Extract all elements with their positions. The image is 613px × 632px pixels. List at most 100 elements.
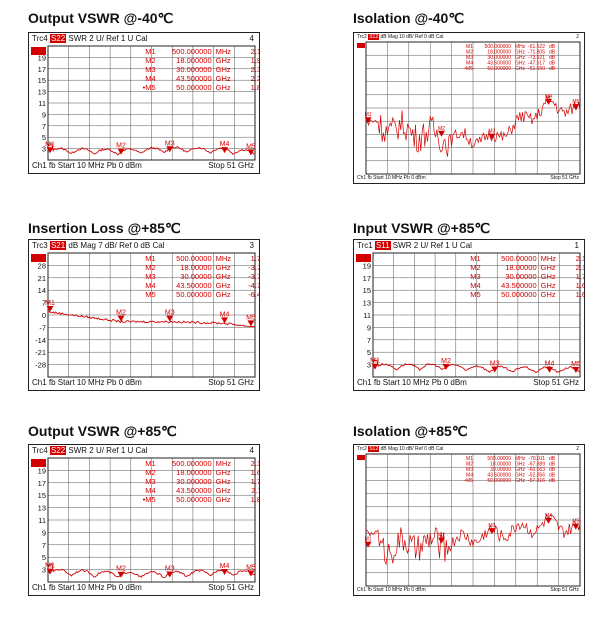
sweep-footer: Ch1 fb Start 10 MHz Pb 0 dBm Stop 51 GHz bbox=[357, 175, 581, 182]
marker-readout-vu: dB bbox=[549, 456, 556, 462]
marker-triangle[interactable] bbox=[46, 305, 54, 312]
marker-triangle[interactable] bbox=[221, 569, 229, 576]
sweep-footer: Ch1 fb Start 10 MHz Pb 0 dBm Stop 51 GHz bbox=[357, 587, 581, 594]
marker-triangle[interactable] bbox=[371, 363, 379, 370]
marker-readout-unit: GHz bbox=[216, 281, 231, 290]
marker-triangle[interactable] bbox=[117, 315, 125, 322]
marker-readout-freq: 43.500000 bbox=[487, 473, 511, 479]
marker-readout-freq: 43.500000 bbox=[501, 281, 536, 290]
y-tick-label: -7 bbox=[39, 323, 46, 332]
sweep-start: Ch1 fb Start 10 MHz Pb 0 dBm bbox=[32, 583, 142, 592]
marker-readout-unit: GHz bbox=[515, 467, 526, 473]
marker-triangle[interactable] bbox=[221, 147, 229, 154]
marker-triangle[interactable] bbox=[572, 523, 580, 530]
marker-triangle[interactable] bbox=[491, 366, 499, 373]
marker-triangle[interactable] bbox=[488, 133, 496, 140]
marker-readout-unit: GHz bbox=[216, 495, 231, 504]
marker-triangle[interactable] bbox=[247, 149, 255, 156]
grid bbox=[365, 453, 581, 587]
trace-line bbox=[47, 143, 256, 156]
sweep-start: Ch1 fb Start 10 MHz Pb 0 dBm bbox=[32, 378, 142, 387]
marker-triangle[interactable] bbox=[364, 541, 372, 548]
marker-readout-val: -6.4225 bbox=[248, 290, 259, 299]
marker-readout-freq: 18.000000 bbox=[176, 468, 211, 477]
grid bbox=[47, 252, 256, 378]
marker-triangle[interactable] bbox=[166, 146, 174, 153]
reference-marker bbox=[31, 459, 46, 467]
marker-triangle[interactable] bbox=[247, 570, 255, 577]
marker-readout-freq: 50.000000 bbox=[176, 83, 211, 92]
marker-readout-val: -3.7750 bbox=[248, 272, 259, 281]
marker-triangle[interactable] bbox=[572, 104, 580, 111]
marker-readout-vu: dB bbox=[549, 50, 556, 56]
marker-triangle[interactable] bbox=[247, 320, 255, 327]
channel-number: 4 bbox=[249, 446, 254, 455]
marker-triangle[interactable] bbox=[545, 98, 553, 105]
trace-line bbox=[47, 562, 256, 579]
y-tick-label: 17 bbox=[38, 479, 46, 488]
marker-label: M4 bbox=[220, 563, 230, 570]
marker-readout-vu: dB bbox=[549, 44, 556, 50]
marker-label: M1 bbox=[45, 563, 55, 570]
marker-label: M3 bbox=[488, 523, 495, 529]
marker-readout-unit: GHz bbox=[541, 290, 556, 299]
marker-readout-freq: 30.000000 bbox=[176, 477, 211, 486]
y-tick-label: 17 bbox=[363, 274, 371, 283]
marker-triangle[interactable] bbox=[488, 528, 496, 535]
trace-name: Trc3 bbox=[32, 241, 50, 250]
y-tick-label: 19 bbox=[38, 53, 46, 62]
marker-triangle[interactable] bbox=[166, 571, 174, 578]
y-tick-label: 3 bbox=[42, 566, 46, 575]
marker-triangle[interactable] bbox=[117, 571, 125, 578]
marker-readout-name: M4 bbox=[470, 281, 480, 290]
marker-readout-freq: 43.500000 bbox=[176, 486, 211, 495]
channel-number: 3 bbox=[249, 241, 254, 250]
marker-label: M3 bbox=[488, 129, 495, 135]
marker-readout-val: -70.911 bbox=[528, 456, 545, 462]
marker-readout-val: 1.9516 bbox=[251, 56, 259, 65]
marker-readout-freq: 18.000000 bbox=[176, 56, 211, 65]
marker-triangle[interactable] bbox=[46, 568, 54, 575]
marker-triangle[interactable] bbox=[438, 537, 446, 544]
marker-triangle[interactable] bbox=[364, 117, 372, 124]
grid bbox=[47, 457, 256, 583]
marker-label: M3 bbox=[165, 565, 175, 572]
y-tick-label: 19 bbox=[363, 261, 371, 270]
marker-readout-unit: MHz bbox=[515, 44, 526, 50]
marker-readout-name: •M5 bbox=[143, 83, 156, 92]
marker-readout-name: M2 bbox=[466, 462, 473, 468]
trace-header: Trc4 S22 SWR 2 U/ Ref 1 U Cal 4 bbox=[32, 446, 256, 457]
marker-readout-name: M1 bbox=[145, 47, 155, 56]
marker-triangle[interactable] bbox=[221, 317, 229, 324]
marker-triangle[interactable] bbox=[546, 366, 554, 373]
marker-triangle[interactable] bbox=[545, 517, 553, 524]
marker-triangle[interactable] bbox=[46, 147, 54, 154]
marker-triangle[interactable] bbox=[117, 148, 125, 155]
marker-readout-unit: GHz bbox=[541, 272, 556, 281]
y-tick-label: 7 bbox=[367, 336, 371, 345]
marker-readout-freq: 30.00000 bbox=[180, 272, 211, 281]
marker-readout-name: M3 bbox=[145, 65, 155, 74]
analyzer-screen: Trc4 S22 SWR 2 U/ Ref 1 U Cal 4 Ch1 fb Sta… bbox=[28, 444, 260, 596]
channel-number: 4 bbox=[249, 34, 254, 43]
marker-triangle[interactable] bbox=[572, 366, 580, 373]
marker-triangle[interactable] bbox=[438, 130, 446, 137]
marker-readout-name: •M5 bbox=[464, 66, 473, 72]
trace-format: dB Mag 10 dB/ Ref 0 dB Cal bbox=[379, 446, 444, 452]
analyzer-screen: Trc4 S22 SWR 2 U/ Ref 1 U Cal 4 Ch1 fb Sta… bbox=[28, 32, 260, 174]
y-tick-label: 21 bbox=[38, 274, 46, 283]
y-tick-label: 9 bbox=[42, 110, 46, 119]
y-tick-label: -14 bbox=[35, 336, 46, 345]
marker-triangle[interactable] bbox=[166, 315, 174, 322]
marker-triangle[interactable] bbox=[442, 363, 450, 370]
marker-readout-val: 2.1807 bbox=[251, 47, 259, 56]
marker-readout-vu: dB bbox=[549, 66, 556, 72]
marker-label: M2 bbox=[116, 566, 126, 573]
marker-readout-val: -51.650 bbox=[528, 66, 545, 72]
